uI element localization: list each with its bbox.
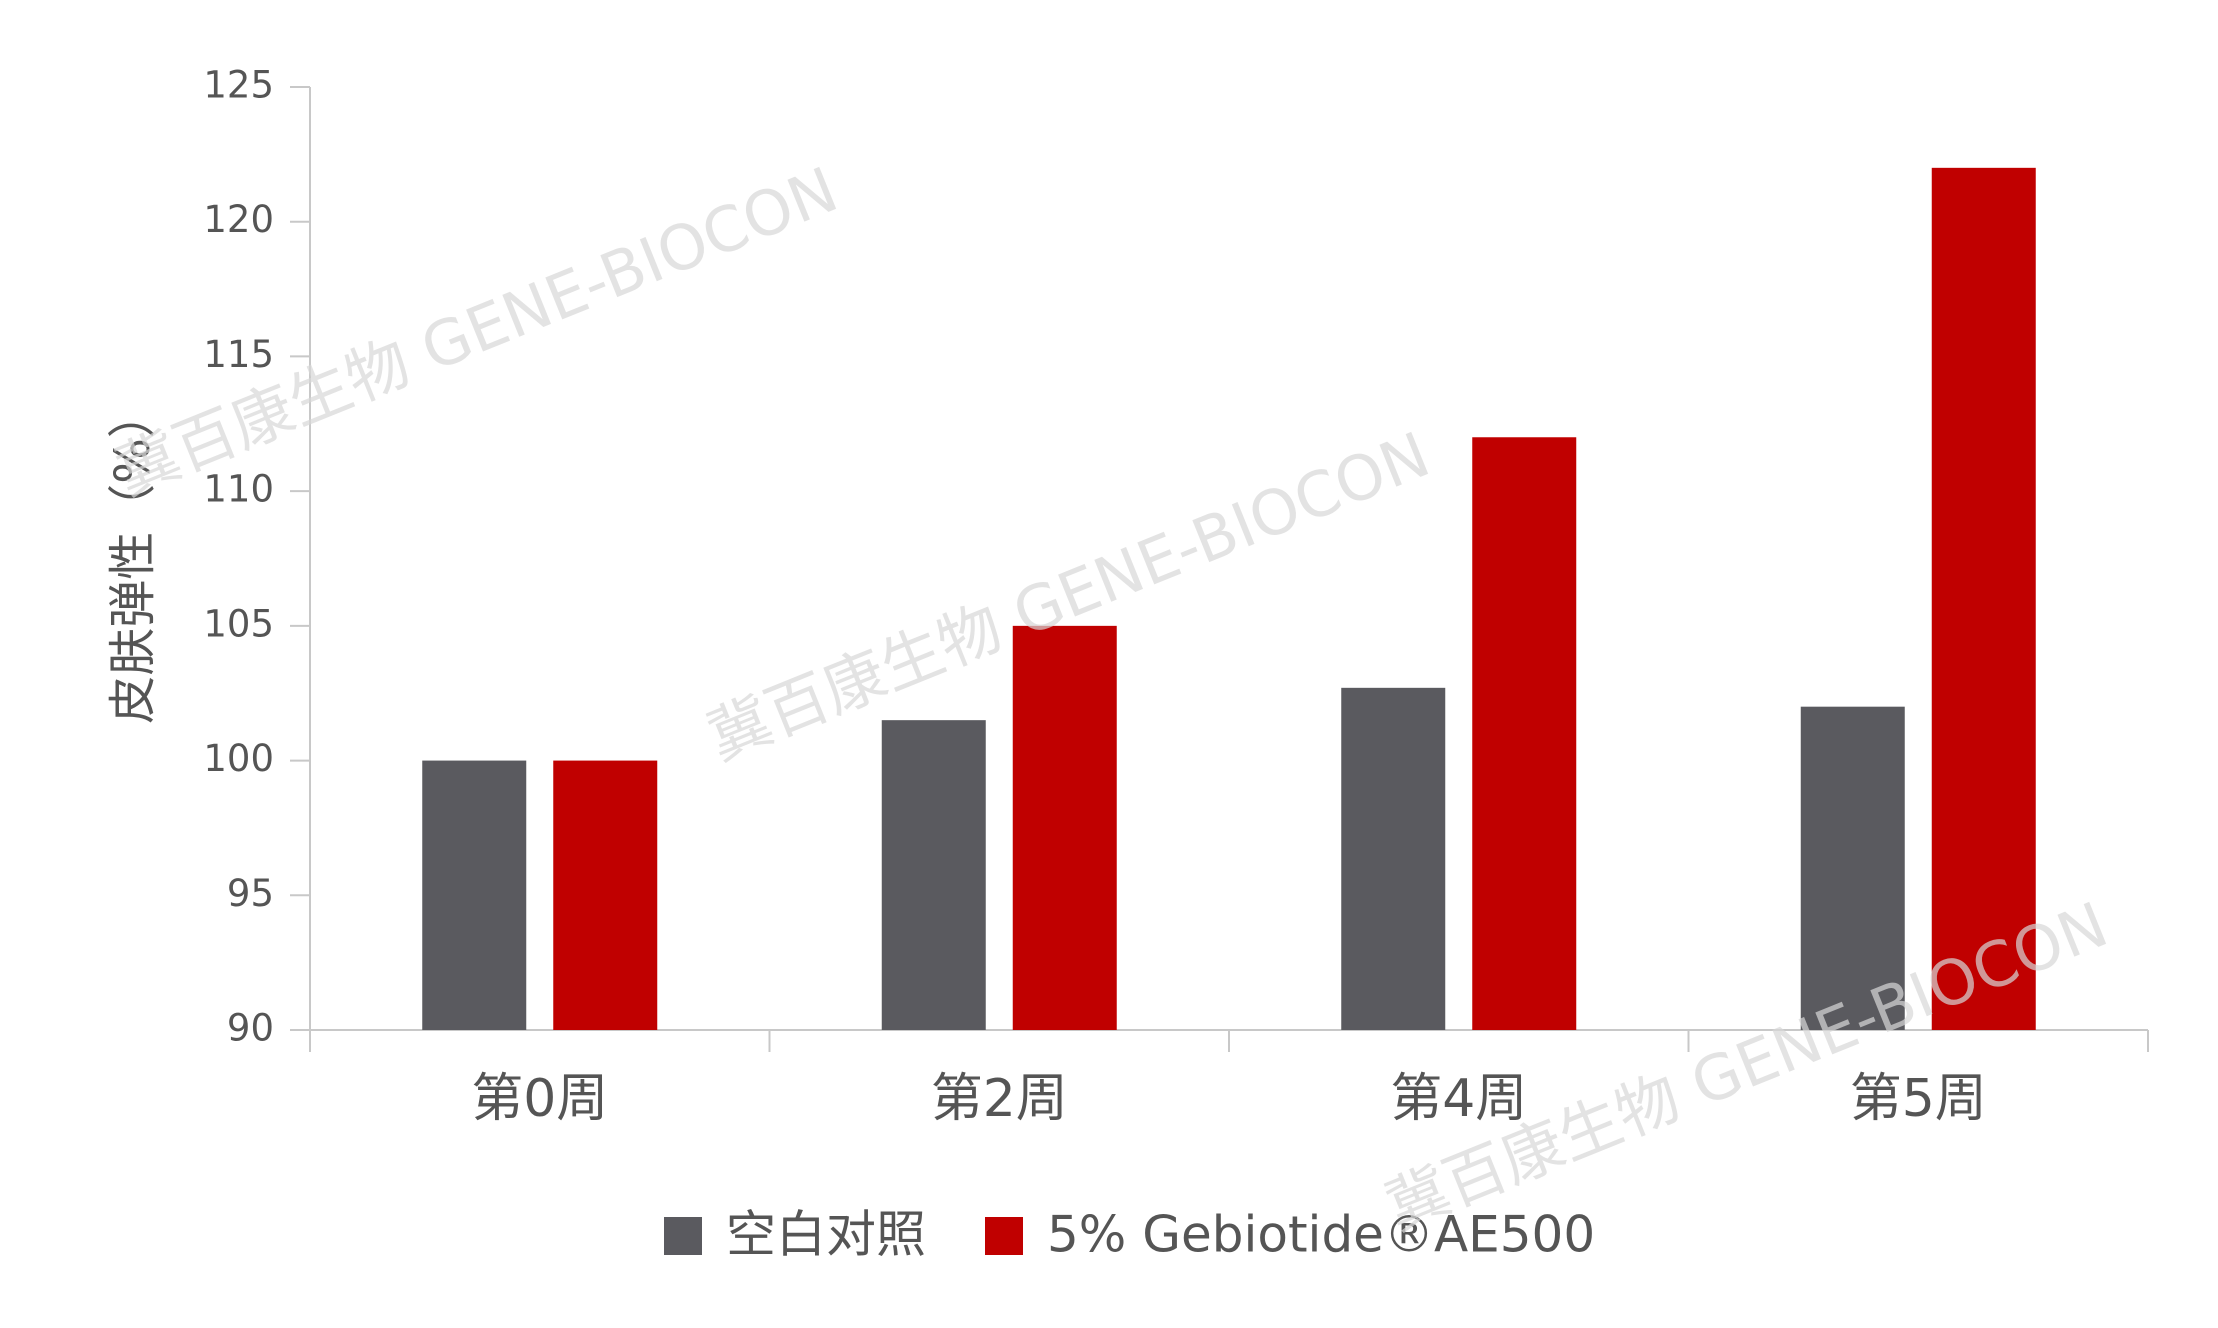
bar: [422, 760, 527, 1030]
legend-swatch: [985, 1217, 1023, 1255]
bar: [1012, 625, 1117, 1030]
y-axis-label: 皮肤弹性（%）: [105, 390, 161, 724]
bar: [1472, 437, 1577, 1030]
x-tick-label: 第5周: [1850, 1069, 1987, 1129]
y-tick-label: 125: [203, 64, 274, 107]
y-tick-label: 100: [203, 737, 274, 780]
legend-swatch: [664, 1217, 702, 1255]
y-tick-label: 95: [227, 872, 274, 915]
bar: [1341, 687, 1446, 1030]
y-tick-label: 115: [203, 333, 274, 376]
bar: [1800, 706, 1905, 1030]
bar: [553, 760, 658, 1030]
legend-label: 空白对照: [726, 1206, 926, 1264]
y-tick-label: 110: [203, 468, 274, 511]
x-tick-label: 第2周: [931, 1069, 1068, 1129]
y-tick-label: 105: [203, 602, 274, 645]
legend-label: 5% Gebiotide®AE500: [1047, 1206, 1595, 1264]
x-tick-label: 第0周: [471, 1069, 608, 1129]
bar: [881, 720, 986, 1030]
y-tick-label: 90: [227, 1007, 274, 1050]
bar: [1931, 167, 2036, 1031]
x-tick-label: 第4周: [1390, 1069, 1527, 1129]
y-tick-label: 120: [203, 198, 274, 241]
